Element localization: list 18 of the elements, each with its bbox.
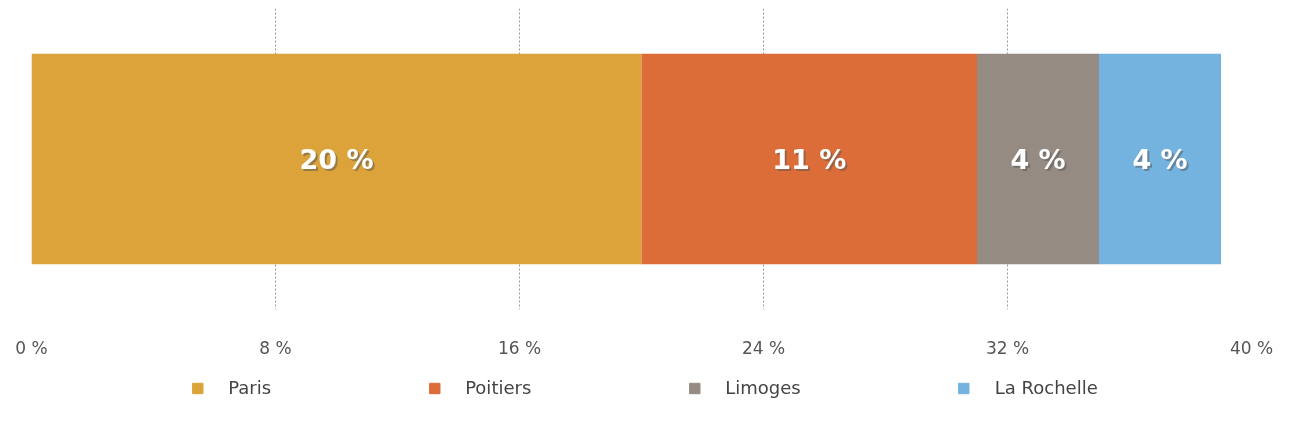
legend-label: Poitiers (465, 377, 532, 398)
x-tick-label: 16 % (497, 337, 542, 358)
x-tick-label: 40 % (1229, 337, 1274, 358)
bar (977, 53, 1099, 265)
legend-label: Paris (228, 377, 272, 398)
data-label: 4 % (1134, 145, 1190, 177)
x-tick-label: 8 % (259, 337, 292, 358)
x-tick-label: 24 % (741, 337, 786, 358)
legend-label: La Rochelle (994, 377, 1098, 398)
data-label: 11 % (774, 145, 849, 177)
data-label: 20 % (299, 143, 374, 175)
legend-label: Limoges (725, 377, 801, 398)
data-label: 4 % (1010, 143, 1066, 175)
bar (641, 53, 977, 265)
bar (31, 53, 642, 265)
x-tick-label: 0 % (15, 337, 48, 358)
x-tick-label: 32 % (985, 337, 1030, 358)
bar (1099, 53, 1221, 265)
